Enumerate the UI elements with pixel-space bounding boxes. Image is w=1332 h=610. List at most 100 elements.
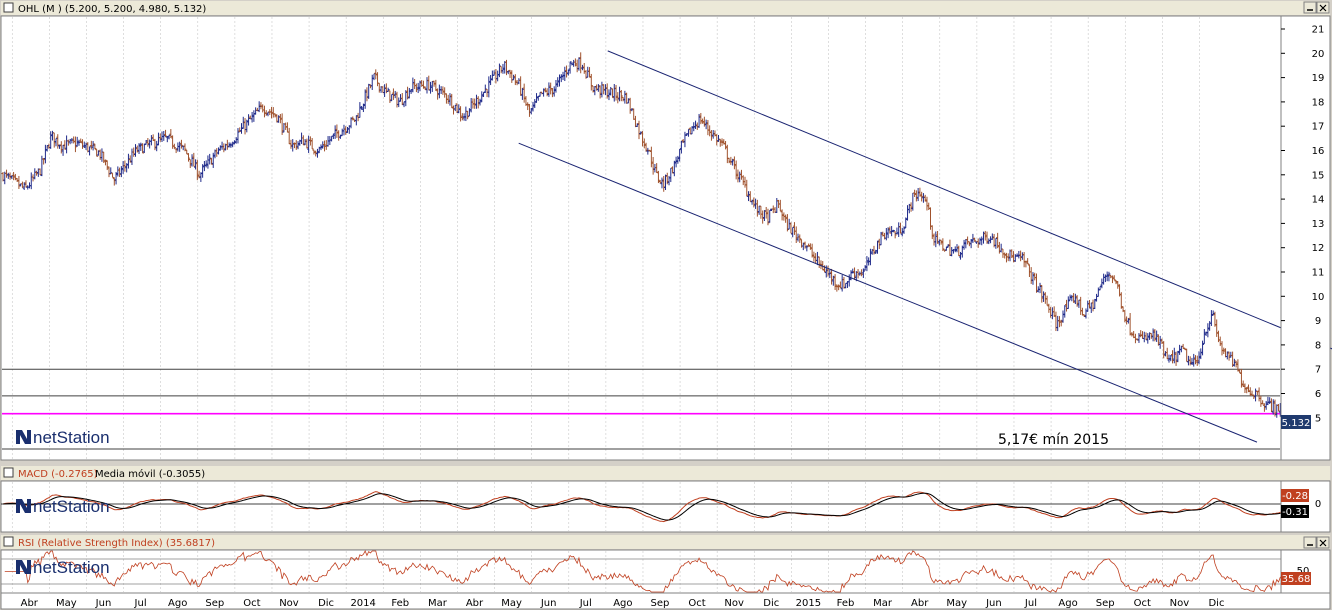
ohlc-bar (262, 105, 266, 118)
ohlc-bar (891, 229, 895, 233)
ohlc-bar (1213, 311, 1217, 327)
ohlc-bar (1209, 310, 1213, 326)
ohlc-bar (363, 89, 367, 109)
ohlc-bar (179, 139, 183, 149)
ohlc-bar (778, 199, 782, 212)
ohlc-bar (1211, 310, 1215, 316)
ohlc-bar (43, 144, 47, 164)
ohlc-bar (635, 123, 639, 128)
rsi-panel-menu-icon[interactable] (3, 536, 14, 547)
ohlc-bar (533, 99, 537, 109)
ohlc-bar (480, 91, 484, 103)
ohlc-bar (312, 149, 316, 155)
ohlc-bar (1192, 353, 1196, 367)
macd-panel-titlebar (1, 466, 1330, 480)
ohlc-bar (232, 140, 236, 145)
x-tick-label: Oct (688, 598, 705, 609)
ohlc-bar (1186, 355, 1190, 366)
ohlc-bar (978, 237, 982, 245)
ohlc-bar (794, 226, 798, 243)
ohlc-bar (642, 138, 646, 149)
ohlc-bar (471, 98, 475, 109)
ohlc-bar (273, 113, 277, 118)
y-tick-label: 11 (1312, 268, 1325, 279)
ohlc-bar (38, 168, 42, 176)
ohlc-bar (577, 57, 581, 71)
ohlc-bar (1239, 368, 1243, 388)
ohlc-bar (1130, 332, 1134, 337)
ohlc-bar (321, 141, 325, 149)
ohlc-bar (1225, 351, 1229, 360)
price-bars (1, 52, 1298, 418)
ohlc-bar (1238, 368, 1242, 374)
y-tick-label: 19 (1312, 73, 1325, 84)
close-panel-button[interactable] (1316, 1, 1330, 14)
ohlc-bar (123, 160, 127, 172)
ohlc-bar (996, 232, 1000, 249)
rsi-panel-close[interactable] (1316, 536, 1330, 549)
ohlc-bar (149, 135, 153, 146)
ohlc-bar (383, 84, 387, 98)
ohlc-bar (284, 122, 288, 130)
ohlc-bar (768, 209, 772, 223)
ohlc-bar (655, 163, 659, 173)
ohlc-bar (1026, 258, 1030, 265)
ohlc-bar (614, 85, 618, 101)
ohlc-bar (89, 140, 93, 150)
rsi-close-button[interactable] (1303, 536, 1317, 549)
ohlc-bar (649, 146, 653, 168)
ohlc-bar (1006, 253, 1010, 262)
y-tick-label: 10 (1312, 292, 1325, 303)
main-plot-area[interactable] (0, 15, 1282, 461)
ohlc-bar (672, 160, 676, 177)
x-axis: Abr May Jun Jul Ago Sep Oct Nov Dic 2014 Feb Mar Abr… (0, 592, 1331, 610)
lower-channel-line (518, 142, 1258, 443)
ohlc-bar (1068, 294, 1072, 301)
y-tick-label: 18 (1312, 97, 1325, 108)
netstation-brand-text: netStation (33, 497, 110, 516)
x-tick-label: Feb (837, 598, 855, 609)
ohlc-bar (455, 103, 459, 114)
ohlc-bar (194, 159, 198, 170)
x-tick-label: 2014 (350, 598, 375, 609)
macd-grid (11, 482, 1200, 531)
ohlc-bar (953, 246, 957, 253)
ohlc-bar (1123, 310, 1127, 323)
ohlc-bar (1086, 300, 1090, 312)
ohlc-bar (1273, 399, 1277, 417)
ohlc-bar (686, 128, 690, 137)
ohlc-bar (1271, 399, 1275, 415)
ohlc-bar (361, 103, 365, 113)
ohlc-bar (747, 191, 751, 202)
ohlc-bar (736, 169, 740, 183)
ohlc-bar (436, 88, 440, 100)
ohlc-bar (315, 148, 319, 158)
ohlc-bar (727, 157, 731, 164)
ohlc-bar (983, 230, 987, 241)
ohlc-bar (1042, 291, 1046, 302)
ohlc-bar (1059, 319, 1063, 327)
ohlc-bar (545, 88, 549, 97)
panel-menu-icon[interactable] (3, 2, 14, 13)
minimize-button[interactable] (1303, 1, 1317, 14)
macd-zero-tick: 0 (1315, 499, 1321, 510)
ohlc-bar (900, 227, 904, 237)
ohlc-bar (764, 206, 768, 219)
x-tick-label: Nov (724, 598, 744, 609)
ohlc-bar (506, 70, 510, 75)
x-tick-label: Dic (318, 598, 334, 609)
macd-panel-menu-icon[interactable] (3, 467, 14, 478)
ohlc-bar (626, 98, 630, 104)
ohlc-bar (1114, 280, 1118, 285)
ohlc-bar (5, 169, 9, 178)
ohlc-bar (217, 147, 221, 155)
ohlc-bar (646, 147, 650, 155)
y-tick-label: 15 (1312, 170, 1325, 181)
ohlc-bar (722, 139, 726, 145)
ohlc-bar (847, 274, 851, 287)
ohlc-bar (648, 149, 652, 152)
ohlc-bar (406, 86, 410, 100)
ohlc-bar (801, 242, 805, 251)
y-tick-label: 17 (1312, 122, 1325, 133)
ohlc-bar (681, 138, 685, 144)
